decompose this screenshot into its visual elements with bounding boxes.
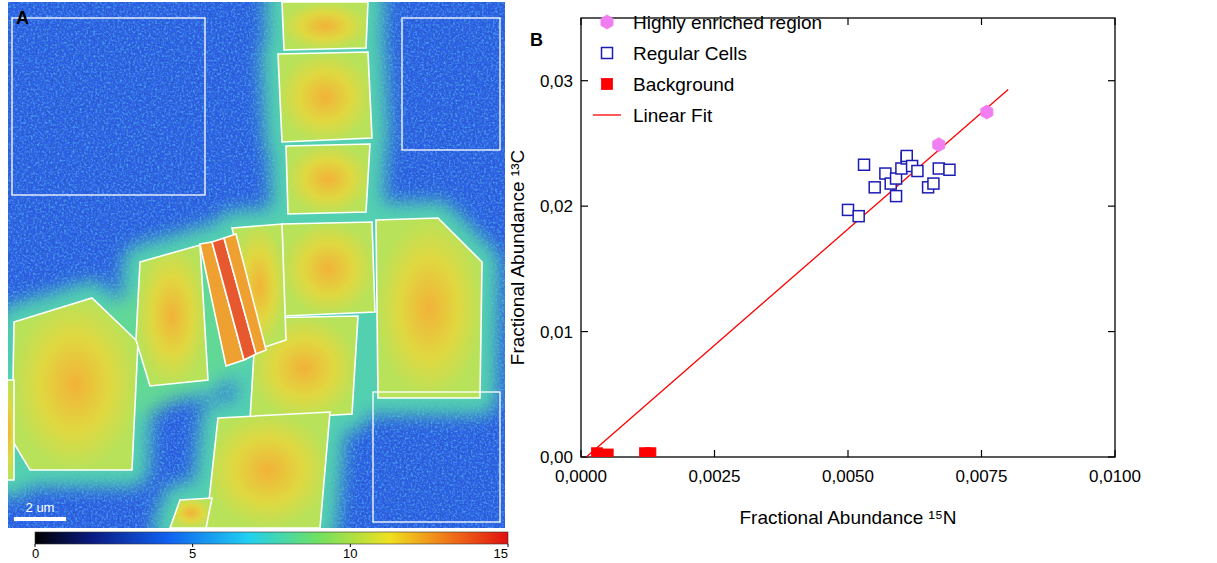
point — [933, 163, 944, 174]
halo — [282, 222, 375, 316]
point — [859, 159, 870, 170]
image-panel — [8, 2, 505, 528]
x-tick — [1114, 450, 1115, 457]
point — [843, 204, 854, 215]
x-tick — [981, 450, 982, 457]
legend: Highly enriched region Regular Cells Backg… — [593, 12, 822, 126]
cell — [376, 218, 482, 398]
y-tick — [1108, 456, 1115, 457]
legend-line — [593, 114, 621, 115]
cell — [278, 52, 372, 142]
colorbar-label: 15 — [494, 546, 508, 561]
scale-bar — [14, 517, 66, 521]
plot-frame — [581, 18, 1115, 457]
point — [645, 448, 656, 457]
x-tick — [580, 18, 581, 25]
colorbar-label: 0 — [32, 546, 39, 561]
point — [592, 448, 603, 457]
halo — [376, 218, 482, 398]
cell — [206, 412, 330, 528]
y-tick — [581, 331, 588, 332]
y-axis-title: Fractional Abundance ¹³C — [507, 150, 528, 365]
cell — [136, 245, 208, 386]
x-tick-label: 0,0075 — [956, 467, 1008, 486]
legend-marker — [602, 79, 613, 90]
y-tick-label: 0,00 — [540, 448, 573, 467]
y-tick-label: 0,01 — [540, 323, 573, 342]
y-tick — [1108, 80, 1115, 81]
halo — [12, 298, 138, 470]
roi-box — [12, 18, 205, 195]
colorbar — [35, 532, 508, 544]
halo — [206, 412, 330, 528]
x-tick — [714, 450, 715, 457]
x-tick-label: 0,0025 — [689, 467, 741, 486]
point — [602, 449, 613, 457]
y-tick — [581, 80, 588, 81]
image-noise — [8, 2, 505, 528]
colorbar-label: 10 — [343, 546, 357, 561]
legend-label: Highly enriched region — [633, 12, 822, 33]
cell — [282, 2, 368, 50]
cell — [12, 298, 138, 470]
halo — [136, 245, 208, 386]
panel-letter: B — [530, 30, 543, 50]
legend-label: Linear Fit — [633, 105, 713, 126]
halo — [286, 144, 370, 214]
halo — [278, 52, 372, 142]
plot-data — [586, 89, 1008, 457]
y-tick — [1108, 331, 1115, 332]
point — [944, 164, 955, 175]
halo — [170, 498, 212, 528]
x-axis-title: Fractional Abundance ¹⁵N — [740, 507, 957, 528]
point — [891, 191, 902, 202]
x-tick — [847, 450, 848, 457]
image-background — [8, 2, 505, 528]
roi-box — [373, 392, 500, 522]
x-tick-label: 0,0000 — [555, 467, 607, 486]
x-tick-label: 0,0050 — [822, 467, 874, 486]
colorbar-label: 5 — [189, 546, 196, 561]
legend-marker — [601, 15, 613, 29]
panel-letter: A — [16, 8, 29, 28]
point — [981, 105, 993, 119]
y-tick — [581, 206, 588, 207]
legend-label: Regular Cells — [633, 43, 747, 64]
roi-box — [402, 18, 500, 150]
cell — [170, 498, 212, 528]
y-tick-label: 0,02 — [540, 197, 573, 216]
image-noise — [8, 2, 505, 528]
point — [928, 178, 939, 189]
y-tick-label: 0,03 — [540, 72, 573, 91]
cell — [224, 234, 266, 354]
cell — [282, 222, 375, 316]
x-tick — [847, 18, 848, 25]
fit-line — [586, 89, 1008, 457]
x-tick — [981, 18, 982, 25]
legend-marker — [602, 48, 613, 59]
x-tick — [580, 450, 581, 457]
point — [869, 182, 880, 193]
halo — [8, 380, 14, 480]
x-tick-label: 0,0100 — [1089, 467, 1141, 486]
point — [912, 166, 923, 177]
y-tick — [1108, 206, 1115, 207]
figure: A2 um0510150,00000,00250,00500,00750,010… — [0, 0, 1217, 563]
cell-halo — [8, 2, 482, 528]
scale-bar-label: 2 um — [26, 500, 55, 515]
halo — [282, 2, 368, 50]
cell — [8, 380, 14, 480]
point — [853, 211, 864, 222]
cell — [286, 144, 370, 214]
point — [933, 138, 945, 152]
x-tick — [1114, 18, 1115, 25]
legend-label: Background — [633, 74, 734, 95]
